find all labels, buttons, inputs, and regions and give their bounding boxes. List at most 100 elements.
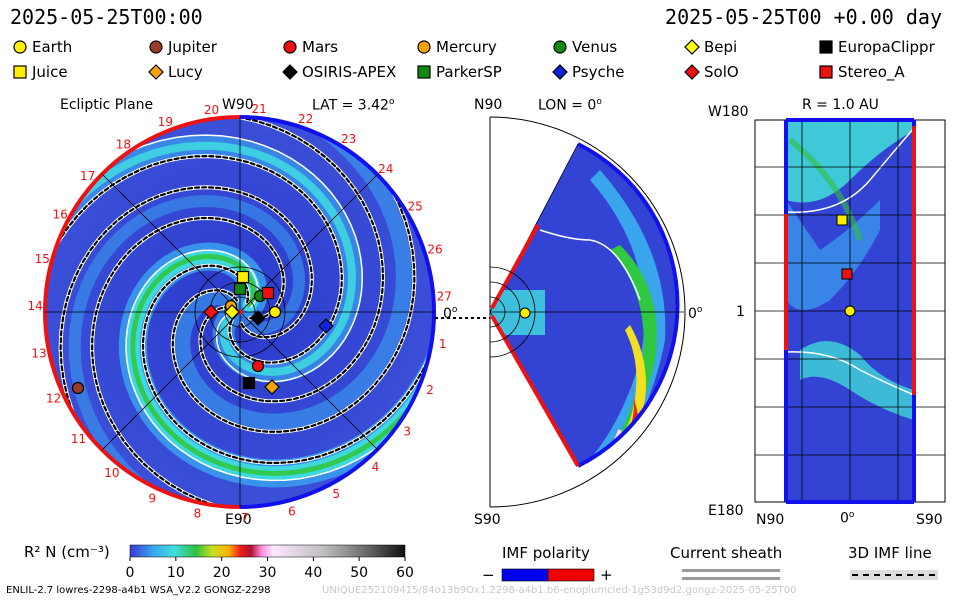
juice-marker-radial — [836, 214, 848, 226]
legend-label: Venus — [572, 38, 618, 56]
body-bepi — [224, 304, 240, 320]
carrington-tick-label: 11 — [71, 432, 86, 446]
carrington-tick-label: 4 — [372, 460, 380, 474]
legend-item-lucy: Lucy — [148, 63, 203, 81]
carrington-tick-label: 9 — [148, 491, 156, 505]
current-sheath-title: Current sheath — [670, 544, 783, 562]
ecliptic-bottom-label: E90 — [225, 512, 252, 528]
legend-label: SolO — [704, 63, 739, 81]
colorbar-tick-label: 20 — [213, 565, 231, 581]
legend-item-venus: Venus — [552, 38, 617, 56]
diamond-icon — [684, 64, 700, 80]
colorbar-label: R² N (cm⁻³) — [24, 543, 110, 561]
legend-label: Stereo_A — [838, 63, 905, 81]
legend-label: Juice — [32, 63, 68, 81]
radial-panel — [754, 118, 946, 504]
colorbar-tick-label: 40 — [304, 565, 322, 581]
carrington-tick-label: 6 — [288, 504, 296, 518]
legend-label: Mars — [302, 38, 339, 56]
imf-minus-label: − — [482, 566, 495, 584]
diamond-icon — [148, 64, 164, 80]
imf3d-title: 3D IMF line — [848, 544, 932, 562]
body-lucy — [264, 379, 280, 395]
colorbar-tick-label: 30 — [259, 565, 277, 581]
carrington-tick-label: 2 — [426, 383, 434, 397]
earth-marker-radial — [844, 305, 856, 317]
body-jupiter — [71, 381, 85, 395]
radial-x-mid: 0o — [840, 510, 855, 527]
meridional-panel: 0o — [489, 116, 703, 508]
legend-item-europaclippr: EuropaClippr — [818, 38, 935, 56]
ecliptic-bodies — [71, 270, 334, 395]
colorbar-tick-label: 50 — [350, 565, 368, 581]
legend-label: Lucy — [168, 63, 203, 81]
legend-label: Jupiter — [168, 38, 217, 56]
legend-item-juice: Juice — [12, 63, 68, 81]
body-europaclippr — [242, 376, 256, 390]
sun-marker — [237, 309, 243, 315]
carrington-tick-label: 26 — [427, 243, 442, 257]
carrington-tick-label: 17 — [80, 169, 95, 183]
earth-marker-meridional — [519, 307, 531, 319]
meridional-top-label: N90 — [474, 97, 503, 113]
legend-item-psyche: Psyche — [552, 63, 624, 81]
legend-label: Earth — [32, 38, 73, 56]
radius-label: R = 1.0 AU — [802, 97, 879, 113]
footer-model-info: ENLIL-2.7 lowres-2298-a4b1 WSA_V2.2 GONG… — [6, 585, 271, 596]
lon-label: LON = 0o — [538, 97, 602, 114]
carrington-tick-label: 27 — [437, 289, 452, 303]
legend-item-jupiter: Jupiter — [148, 38, 217, 56]
square-icon — [13, 65, 27, 79]
ecliptic-title: Ecliptic Plane — [60, 97, 154, 113]
diamond-icon — [282, 64, 298, 80]
body-parkersp — [233, 282, 247, 296]
body-earth — [268, 305, 282, 319]
radial-x-right: S90 — [916, 512, 943, 528]
legend-label: ParkerSP — [436, 63, 502, 81]
current-sheath-swatch — [682, 569, 780, 580]
carrington-tick-label: 20 — [204, 103, 219, 117]
legend-item-solo: SolO — [684, 63, 739, 81]
carrington-tick-label: 15 — [35, 252, 50, 266]
square-icon — [417, 65, 431, 79]
carrington-tick-label: 14 — [27, 299, 42, 313]
datetime-right: 2025-05-25T00 +0.00 day — [665, 5, 942, 29]
imf-plus-label: + — [600, 566, 613, 584]
meridional-zero-label: 0o — [688, 305, 703, 322]
imf3d-swatch — [850, 570, 938, 580]
carrington-tick-label: 8 — [194, 507, 202, 521]
imf-polarity-bar — [501, 568, 595, 582]
legend-label: Bepi — [704, 38, 738, 56]
radial-mid-left: 1 — [736, 304, 745, 320]
carrington-tick-label: 23 — [341, 132, 356, 146]
carrington-tick-label: 1 — [439, 337, 447, 351]
carrington-ticks: 20 21222324252627123456789101112131415161… — [27, 102, 451, 525]
legend-item-parkersp: ParkerSP — [416, 63, 502, 81]
datetime-left: 2025-05-25T00:00 — [10, 5, 203, 29]
carrington-tick-label: 21 — [251, 102, 266, 116]
colorbar-tick-label: 10 — [167, 565, 185, 581]
imf-polarity-title: IMF polarity — [502, 544, 590, 562]
circle-icon — [553, 40, 567, 54]
square-icon — [819, 65, 833, 79]
legend-label: Mercury — [436, 38, 497, 56]
circle-icon — [149, 40, 163, 54]
carrington-tick-label: 10 — [104, 466, 119, 480]
carrington-tick-label: 19 — [158, 115, 173, 129]
ecliptic-panel: 20 21222324252627123456789101112131415161… — [27, 102, 490, 525]
colorbar-tick-label: 60 — [396, 565, 414, 581]
footer-run-id: UNIQUE252109415/84o13b9Ox1.2298-a4b1.b6-… — [322, 585, 797, 596]
radial-x-left: N90 — [756, 512, 785, 528]
legend-item-stereo-a: Stereo_A — [818, 63, 905, 81]
body-stereo-a — [261, 286, 275, 300]
radial-top-left: W180 — [708, 104, 749, 120]
colorbar: 0 10 20 30 40 50 60 — [126, 544, 414, 581]
stereo-a-marker-radial — [841, 268, 853, 280]
carrington-tick-label: 7 — [241, 511, 249, 525]
legend-item-mars: Mars — [282, 38, 338, 56]
legend-item-mercury: Mercury — [416, 38, 497, 56]
square-icon — [819, 40, 833, 54]
lat-label: LAT = 3.42o — [312, 97, 395, 114]
carrington-tick-label: 5 — [332, 487, 340, 501]
circle-icon — [283, 40, 297, 54]
